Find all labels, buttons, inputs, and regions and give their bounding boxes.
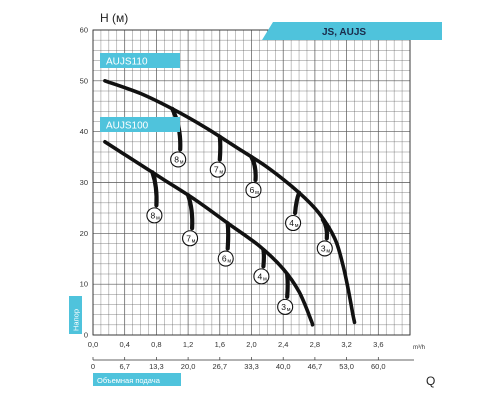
depth-unit-aujs110-4: м (295, 223, 299, 229)
q-tick-label: 60,0 (371, 362, 386, 371)
y-tick-label: 0 (84, 331, 88, 340)
depth-unit-aujs100-8: м (156, 215, 160, 221)
series-label-aujs110: AUJS110 (106, 57, 148, 68)
series-label-aujs100: AUJS100 (106, 121, 149, 132)
x-axis-unit: m³/h (413, 345, 425, 351)
depth-unit-aujs100-7: м (192, 238, 196, 244)
depth-label-aujs100-4: 4 (258, 271, 263, 281)
depth-circle-aujs100-6 (217, 250, 234, 267)
series-label-box-aujs110 (100, 53, 180, 68)
y-tick-label: 10 (80, 280, 88, 289)
branch-aujs100-7 (186, 193, 195, 231)
depth-label-aujs110-4: 4 (289, 218, 294, 228)
q-tick-label: 13,3 (149, 362, 164, 371)
depth-circle-aujs100-7 (182, 230, 199, 247)
branch-aujs110-7 (217, 134, 223, 162)
x-tick-label: 0,4 (119, 340, 129, 349)
q-tick-label: 33,3 (244, 362, 259, 371)
x-tick-label: 0,8 (151, 340, 161, 349)
x-tick-label: 3,2 (341, 340, 351, 349)
depth-label-aujs110-7: 7 (214, 165, 219, 175)
depth-unit-aujs100-6: м (227, 259, 231, 265)
x-tick-label: 3,6 (373, 340, 383, 349)
q-tick-label: 20,0 (181, 362, 196, 371)
depth-unit-aujs110-7: м (219, 170, 223, 176)
q-tick-label: 53,0 (339, 362, 354, 371)
y-tick-label: 50 (80, 76, 88, 85)
y-tick-label: 30 (80, 178, 88, 187)
x-tick-label: 2,4 (278, 340, 288, 349)
q-tick-label: 0 (91, 362, 95, 371)
depth-label-aujs100-7: 7 (186, 233, 191, 243)
depth-label-aujs100-8: 8 (151, 210, 156, 220)
depth-circle-aujs100-4 (253, 268, 270, 285)
bottom-label: Объемная подача (97, 376, 161, 385)
q-tick-label: 46,7 (308, 362, 323, 371)
depth-circle-aujs110-4 (285, 214, 302, 232)
y-axis-title: H (м) (100, 11, 128, 25)
x-axis-title: Q (426, 374, 435, 388)
depth-circle-aujs100-3 (277, 298, 294, 315)
branch-aujs110-4 (293, 190, 302, 216)
q-tick-label: 6,7 (119, 362, 129, 371)
branch-aujs110-3 (320, 217, 330, 241)
depth-circle-aujs110-6 (245, 181, 262, 199)
depth-circle-aujs110-7 (209, 161, 226, 178)
curves: 8 м7 м6 м4 м3 м8 м7 м6 м4 м3 м (103, 79, 357, 327)
branch-aujs100-8 (150, 170, 159, 208)
chart-title: JS, AUJS (322, 27, 366, 38)
branch-aujs110-6 (249, 155, 258, 183)
curve-aujs100 (103, 140, 315, 327)
y-tick-label: 20 (80, 229, 88, 238)
y-tick-label: 60 (80, 26, 88, 35)
side-label: Напор (72, 309, 81, 331)
title-badge (262, 22, 442, 40)
depth-unit-aujs100-3: м (287, 307, 291, 313)
plot-frame (92, 29, 411, 336)
depth-unit-aujs110-6: м (255, 190, 259, 196)
q-tick-label: 40,0 (276, 362, 291, 371)
depth-circle-aujs100-8 (146, 207, 163, 224)
labels: H (м) Q m³/h JS, AUJS AUJS110 AUJS100 На… (69, 11, 442, 388)
depth-label-aujs110-8: 8 (174, 154, 179, 164)
series-label-box-aujs100 (100, 117, 180, 132)
x-tick-label: 1,6 (215, 340, 225, 349)
depth-label-aujs100-3: 3 (281, 302, 286, 312)
q-tick-label: 26,7 (212, 362, 227, 371)
bottom-label-box (93, 373, 181, 386)
x-tick-label: 1,2 (183, 340, 193, 349)
depth-unit-aujs110-8: м (180, 159, 184, 165)
depth-unit-aujs100-4: м (263, 276, 267, 282)
depth-circle-aujs110-8 (170, 151, 187, 168)
depth-label-aujs100-6: 6 (222, 254, 227, 264)
depth-circle-aujs110-3 (316, 240, 333, 257)
depth-label-aujs110-6: 6 (250, 185, 255, 195)
branch-aujs100-4 (261, 247, 266, 269)
side-label-box (69, 296, 82, 334)
x-tick-label: 2,0 (246, 340, 256, 349)
depth-label-aujs110-3: 3 (321, 243, 326, 253)
branch-aujs100-3 (285, 272, 290, 299)
x-tick-label: 2,8 (310, 340, 320, 349)
x-tick-label: 0,0 (88, 340, 98, 349)
branch-aujs100-6 (225, 221, 231, 251)
y-tick-label: 40 (80, 127, 88, 136)
depth-unit-aujs110-3: м (326, 248, 330, 254)
grid (92, 29, 411, 336)
